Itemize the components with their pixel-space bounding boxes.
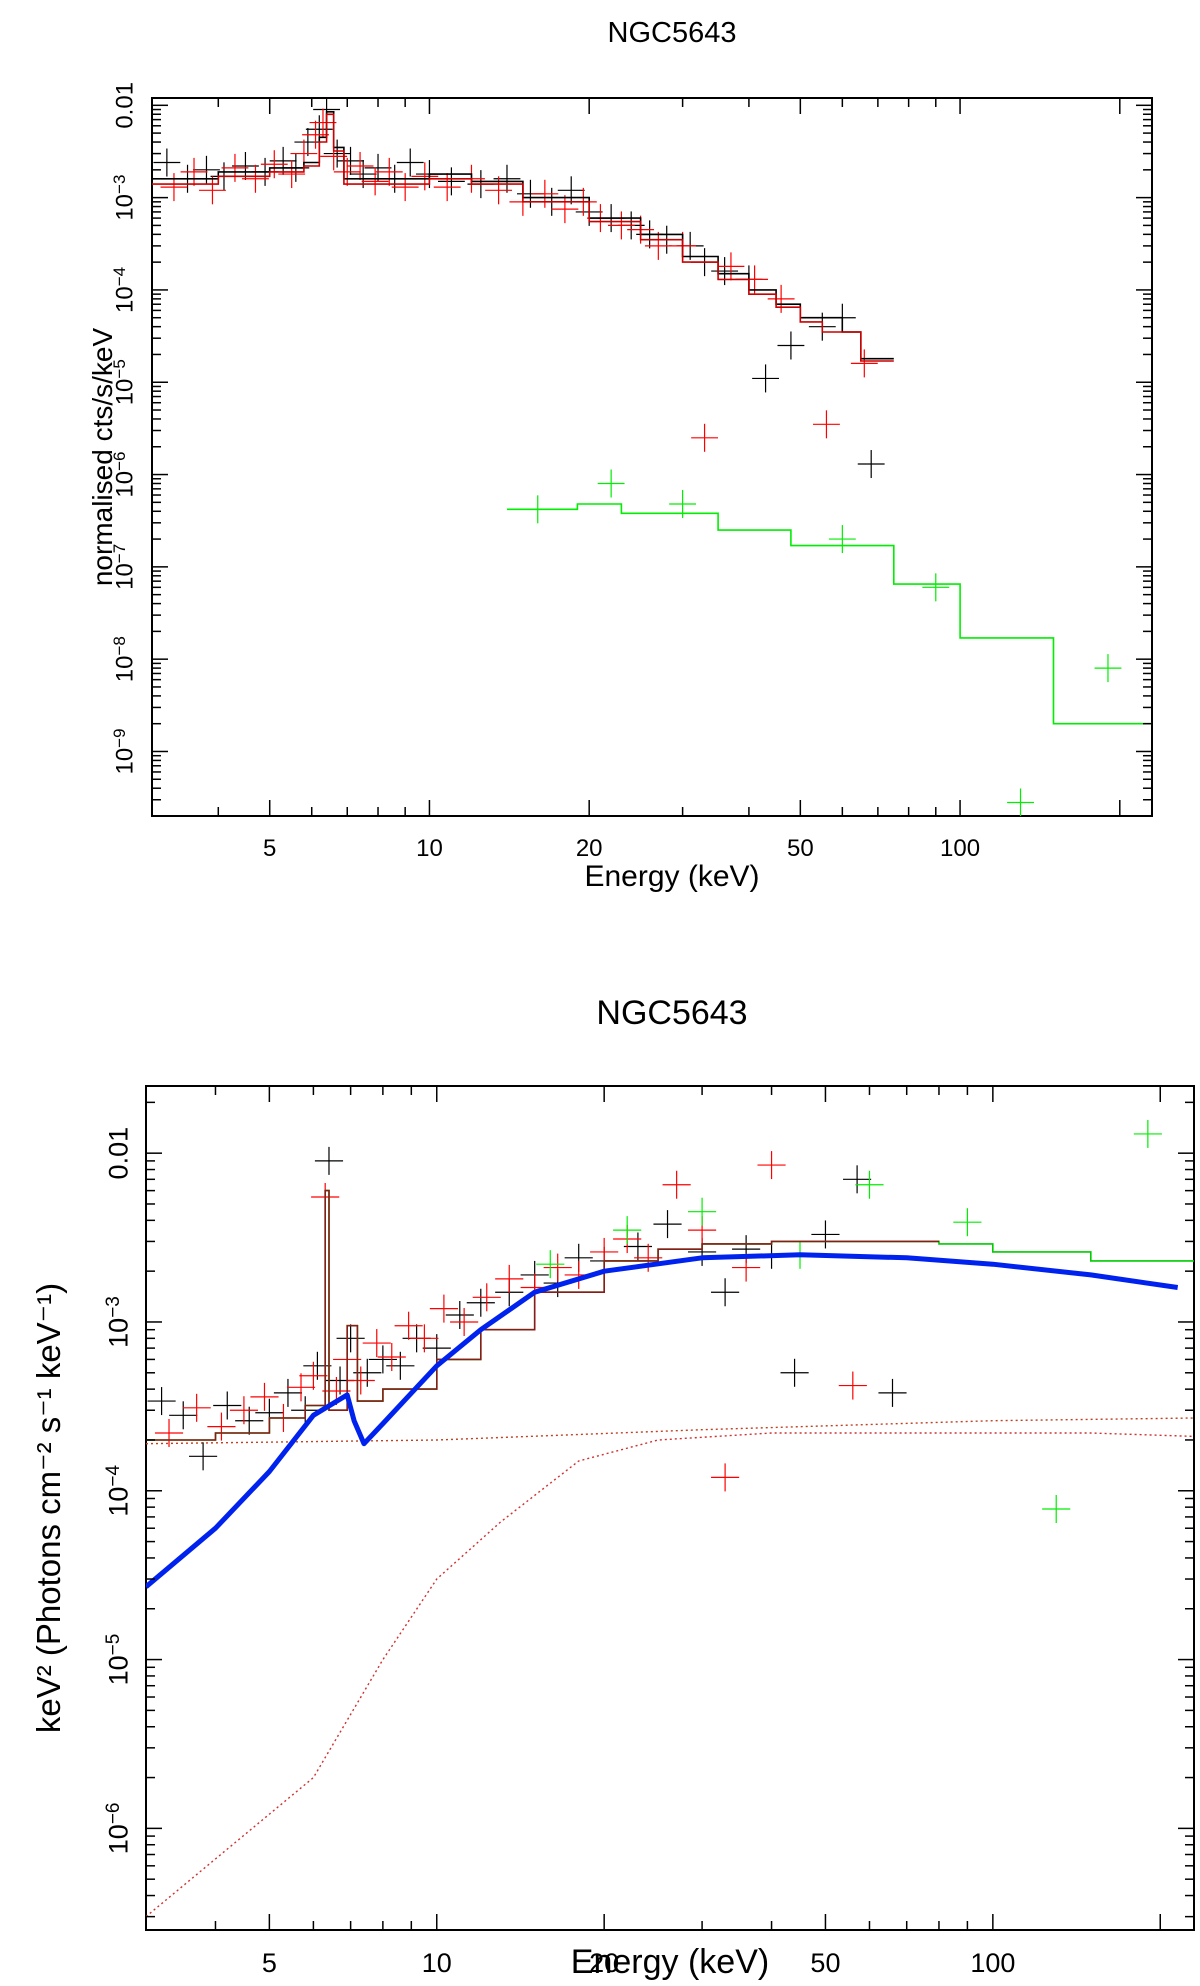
chart-panel-bottom: NGC5643 5 10 20 50 100 0.01 10−3 10−4 10−5 10−6 E… [30, 994, 1195, 1981]
y-axis-label-bottom: keV² (Photons cm⁻² s⁻¹ keV⁻¹) [30, 1283, 67, 1733]
data-series-0 [153, 98, 885, 479]
x-tick-label: 5 [263, 835, 276, 862]
x-axis-label-top: Energy (keV) [584, 860, 759, 893]
x-axis-label-bottom: Energy (keV) [571, 1943, 769, 1981]
data-series-1 [154, 1151, 867, 1492]
model-component-powerlaw [146, 1417, 1194, 1445]
y-tick-label: 10−6 [103, 1803, 134, 1855]
model-total-green [146, 1189, 1194, 1441]
model-total-darkred [146, 1189, 939, 1441]
model-intrinsic-blue [146, 1252, 1179, 1589]
plot-area [146, 1119, 1194, 1918]
y-tick-label: 10−6 [110, 452, 139, 498]
x-tick-label: 50 [787, 835, 814, 862]
x-tick-label: 10 [416, 835, 443, 862]
y-tick-label: 10−8 [110, 636, 139, 682]
model-step-2 [507, 503, 1152, 725]
data-series-0 [147, 1146, 907, 1471]
plot-frame-bottom [145, 1085, 1195, 1931]
x-tick-label: 20 [576, 835, 603, 862]
y-tick-label: 10−3 [110, 175, 139, 221]
y-tick-label: 0.01 [111, 82, 138, 129]
y-axis-ticks: 0.01 10−3 10−4 10−5 10−6 [103, 1101, 1194, 1918]
x-tick-label: 10 [422, 1948, 452, 1978]
chart-title-top: NGC5643 [608, 17, 737, 49]
data-series-2 [524, 469, 1122, 816]
chart-title-bottom: NGC5643 [596, 994, 747, 1032]
model-component-reflection [146, 1432, 1194, 1918]
data-series-2 [536, 1119, 1162, 1523]
plot-area [152, 98, 1152, 816]
y-axis-label-top: normalised cts/s/keV [87, 328, 118, 587]
y-tick-label: 10−9 [110, 728, 139, 774]
model-step-0 [152, 111, 894, 360]
plot-frame-top [151, 97, 1153, 817]
x-tick-label: 20 [589, 1948, 619, 1978]
x-tick-label: 100 [970, 1948, 1015, 1978]
plot-marks-bottom: 5 10 20 50 100 0.01 10−3 10−4 10−5 10−6 [103, 1086, 1194, 1978]
plot-marks-top: 5 10 20 50 100 0.01 10−3 10−4 10−5 10−6 10−7 10−8 10… [110, 82, 1152, 862]
y-axis-ticks: 0.01 10−3 10−4 10−5 10−6 10−7 10−8 10−9 [110, 82, 1152, 817]
model-step-1 [152, 113, 894, 362]
y-tick-label: 10−5 [110, 359, 139, 405]
x-axis-ticks: 5 10 20 50 100 [145, 1086, 1161, 1978]
x-tick-label: 50 [810, 1948, 840, 1978]
y-tick-label: 0.01 [103, 1127, 133, 1180]
data-series-1 [160, 108, 878, 452]
y-tick-label: 10−7 [110, 544, 139, 590]
y-tick-label: 10−3 [103, 1296, 134, 1348]
y-tick-label: 10−4 [110, 267, 139, 313]
y-tick-label: 10−5 [103, 1634, 134, 1686]
chart-panel-top: NGC5643 5 10 20 50 100 0.01 10−3 10−4 10−5 10−6 10… [87, 17, 1153, 893]
x-tick-label: 5 [262, 1948, 277, 1978]
y-tick-label: 10−4 [103, 1464, 134, 1516]
x-tick-label: 100 [940, 835, 980, 862]
x-axis-ticks: 5 10 20 50 100 [151, 98, 1121, 862]
